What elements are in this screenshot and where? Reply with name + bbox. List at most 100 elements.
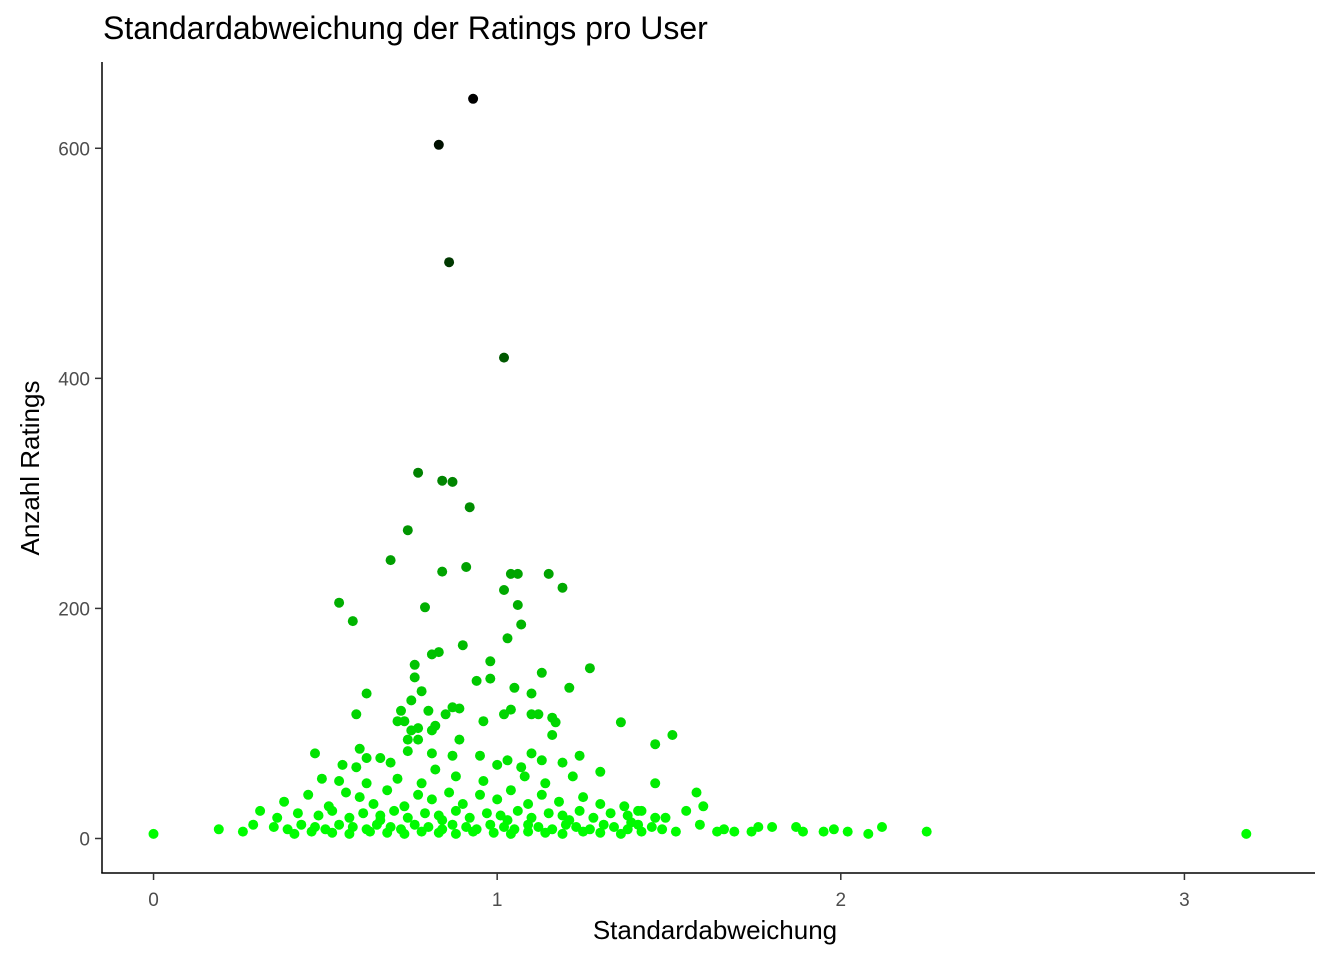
data-point — [667, 730, 678, 740]
data-point — [444, 257, 455, 268]
data-point — [402, 525, 413, 536]
data-point — [420, 808, 430, 819]
data-point — [368, 799, 379, 809]
data-point — [492, 794, 503, 805]
data-point — [450, 771, 461, 782]
data-point — [406, 695, 417, 706]
data-point — [450, 828, 461, 839]
data-point — [279, 796, 290, 807]
y-tick-label: 200 — [58, 599, 90, 620]
data-point — [282, 824, 293, 835]
data-point — [313, 810, 324, 821]
data-point — [433, 139, 444, 150]
data-point — [557, 828, 568, 839]
data-point — [547, 730, 558, 740]
points-layer — [148, 93, 1252, 839]
data-point — [471, 675, 482, 686]
data-point — [389, 805, 400, 816]
data-point — [526, 709, 537, 720]
data-point — [547, 824, 558, 835]
x-axis-title: Standardabweichung — [593, 915, 837, 945]
data-point — [478, 776, 489, 786]
data-point — [423, 822, 434, 832]
data-point — [337, 759, 348, 770]
data-point — [392, 773, 403, 784]
data-point — [237, 826, 248, 837]
data-point — [499, 352, 509, 363]
data-point — [402, 734, 413, 745]
data-point — [402, 746, 413, 757]
data-point — [444, 787, 455, 798]
data-point — [729, 826, 740, 837]
data-point — [485, 656, 496, 667]
chart-title: Standardabweichung der Ratings pro User — [103, 10, 708, 46]
data-point — [457, 799, 468, 809]
data-point — [334, 776, 345, 786]
data-point — [609, 822, 619, 832]
data-point — [316, 773, 327, 784]
data-point — [303, 789, 314, 800]
data-point — [358, 808, 369, 819]
data-point — [409, 819, 420, 830]
data-point — [536, 755, 547, 766]
data-point — [447, 702, 458, 713]
data-point — [512, 600, 523, 610]
data-point — [499, 585, 509, 595]
data-point — [310, 748, 320, 759]
data-point — [430, 764, 441, 775]
x-tick-label: 1 — [492, 890, 503, 911]
data-point — [361, 824, 372, 835]
data-point — [543, 808, 554, 819]
data-point — [526, 812, 537, 823]
data-point — [416, 778, 427, 789]
y-axis-title: Anzahl Ratings — [15, 381, 45, 556]
data-point — [488, 827, 499, 838]
data-point — [526, 748, 537, 759]
data-point — [385, 757, 396, 768]
data-point — [347, 616, 358, 627]
data-point — [681, 805, 692, 816]
data-point — [413, 789, 424, 800]
data-point — [464, 812, 475, 823]
data-point — [512, 568, 523, 579]
data-point — [399, 801, 410, 812]
data-point — [351, 709, 362, 720]
data-point — [753, 822, 764, 832]
data-point — [547, 712, 558, 723]
data-point — [650, 778, 661, 789]
data-point — [320, 824, 331, 835]
data-point — [877, 822, 887, 832]
data-point — [248, 819, 259, 830]
data-point — [440, 709, 451, 720]
data-point — [505, 568, 516, 579]
data-point — [523, 799, 534, 809]
data-point — [605, 808, 616, 819]
data-point — [354, 743, 365, 754]
y-tick-label: 400 — [58, 369, 90, 390]
data-point — [382, 785, 393, 796]
data-point — [354, 792, 365, 803]
data-point — [509, 824, 520, 835]
data-point — [791, 822, 802, 832]
data-point — [361, 753, 372, 763]
data-point — [347, 822, 358, 832]
data-point — [533, 709, 544, 720]
data-point — [148, 828, 159, 839]
data-point — [595, 766, 606, 777]
data-point — [475, 750, 485, 761]
data-point — [657, 824, 668, 835]
y-tick-label: 600 — [58, 139, 90, 160]
ticks-layer: 0 1 2 3 0 200 400 600 — [58, 139, 1189, 911]
data-point — [481, 808, 492, 819]
data-point — [409, 659, 420, 670]
data-point — [567, 771, 578, 782]
data-point — [557, 757, 568, 768]
data-point — [574, 805, 585, 816]
data-point — [502, 633, 513, 644]
data-point — [767, 822, 778, 832]
data-point — [516, 619, 527, 630]
data-point — [334, 819, 345, 830]
data-point — [272, 812, 283, 823]
data-point — [574, 750, 585, 761]
